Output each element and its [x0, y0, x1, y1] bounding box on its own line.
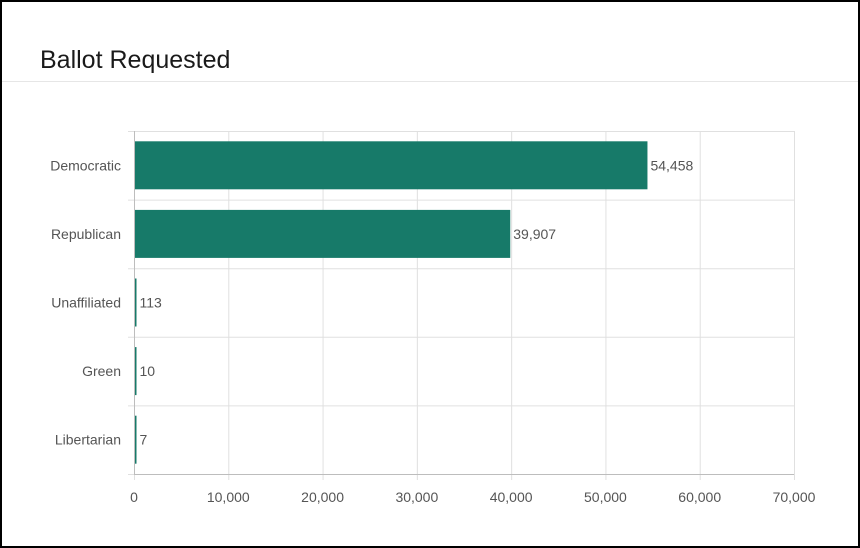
title-divider	[2, 81, 858, 82]
bar-democratic	[135, 141, 648, 190]
x-tick-label: 20,000	[301, 489, 344, 505]
value-label: 54,458	[650, 157, 693, 173]
x-tick-label: 30,000	[395, 489, 438, 505]
x-tick-label: 60,000	[678, 489, 721, 505]
category-label: Democratic	[50, 157, 121, 173]
x-tick-label: 0	[130, 489, 138, 505]
x-tick-label: 10,000	[207, 489, 250, 505]
category-label: Unaffiliated	[51, 295, 121, 311]
category-label: Libertarian	[55, 432, 121, 448]
category-label: Green	[82, 363, 121, 379]
bar-unaffiliated	[135, 278, 137, 327]
x-tick-label: 50,000	[584, 489, 627, 505]
value-label: 7	[140, 432, 148, 448]
value-label: 10	[140, 363, 156, 379]
x-tick-label: 70,000	[773, 489, 816, 505]
bar-republican	[135, 209, 511, 258]
bar-green	[135, 347, 137, 396]
category-label: Republican	[51, 226, 121, 242]
value-label: 39,907	[513, 226, 556, 242]
chart-title: Ballot Requested	[40, 46, 231, 74]
x-tick-label: 40,000	[490, 489, 533, 505]
bar-libertarian	[135, 415, 137, 464]
value-label: 113	[140, 295, 163, 311]
